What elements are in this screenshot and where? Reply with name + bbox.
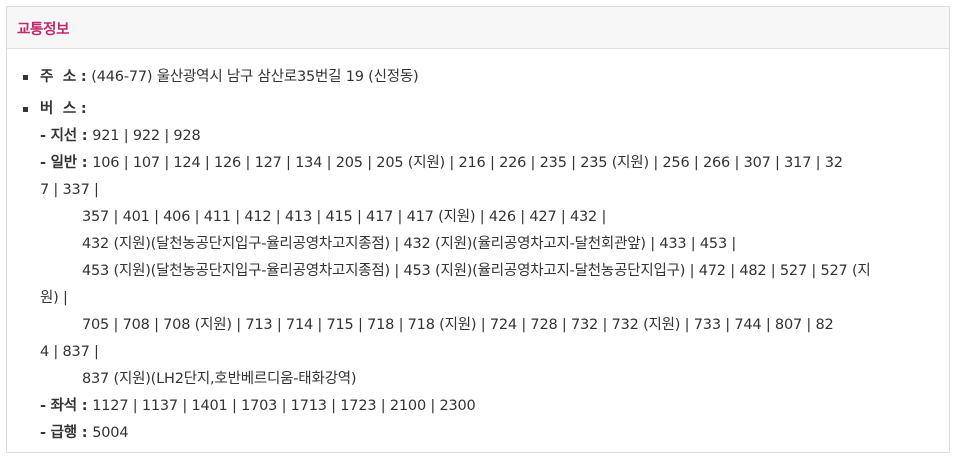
bus-general-row: - 일반 : 106 | 107 | 124 | 126 | 127 | 134… [40,154,843,172]
panel-header: 교통정보 [7,7,949,49]
bus-general-label: - 일반 : [40,155,93,171]
bus-general-routes-7: 705 | 708 | 708 (지원) | 713 | 714 | 715 |… [82,317,834,333]
bus-row: 버 스 : [40,100,91,118]
address-row: 주 소 : (446-77) 울산광역시 남구 삼산로35번길 19 (신정동) [40,68,419,86]
bus-label: 버 스 [40,101,76,117]
address-colon: : [75,69,92,85]
bullet-icon [23,107,28,112]
panel-title: 교통정보 [17,22,70,38]
bullet-icon [23,75,28,80]
bus-general-routes-9: 837 (지원)(LH2단지,호반베르디움-태화강역) [82,371,357,387]
bus-express-routes: 5004 [92,425,129,441]
bus-seat-routes: 1127 | 1137 | 1401 | 1703 | 1713 | 1723 … [92,398,476,414]
bus-express-row: - 급행 : 5004 [40,424,129,442]
bus-general-routes-1: 106 | 107 | 124 | 126 | 127 | 134 | 205 … [92,155,843,171]
bus-branch-routes: 921 | 922 | 928 [92,128,201,144]
bus-seat-label: - 좌석 : [40,398,93,414]
bus-colon: : [75,101,92,117]
bus-seat-row: - 좌석 : 1127 | 1137 | 1401 | 1703 | 1713 … [40,397,476,415]
bus-branch-row: - 지선 : 921 | 922 | 928 [40,127,201,145]
bus-general-routes-6: 원) | [40,290,68,306]
bus-express-label: - 급행 : [40,425,93,441]
bus-general-routes-2: 7 | 337 | [40,182,99,198]
bus-general-routes-8: 4 | 837 | [40,344,99,360]
address-label: 주 소 [40,69,76,85]
bus-general-routes-4: 432 (지원)(달천농공단지입구-율리공영차고지종점) | 432 (지원)(… [82,236,737,252]
bus-general-routes-3: 357 | 401 | 406 | 411 | 412 | 413 | 415 … [82,209,607,225]
bus-general-routes-5: 453 (지원)(달천농공단지입구-율리공영차고지종점) | 453 (지원)(… [82,263,871,279]
traffic-info-panel: 교통정보 [6,6,950,453]
bus-branch-label: - 지선 : [40,128,93,144]
address-value: (446-77) 울산광역시 남구 삼산로35번길 19 (신정동) [91,69,419,85]
